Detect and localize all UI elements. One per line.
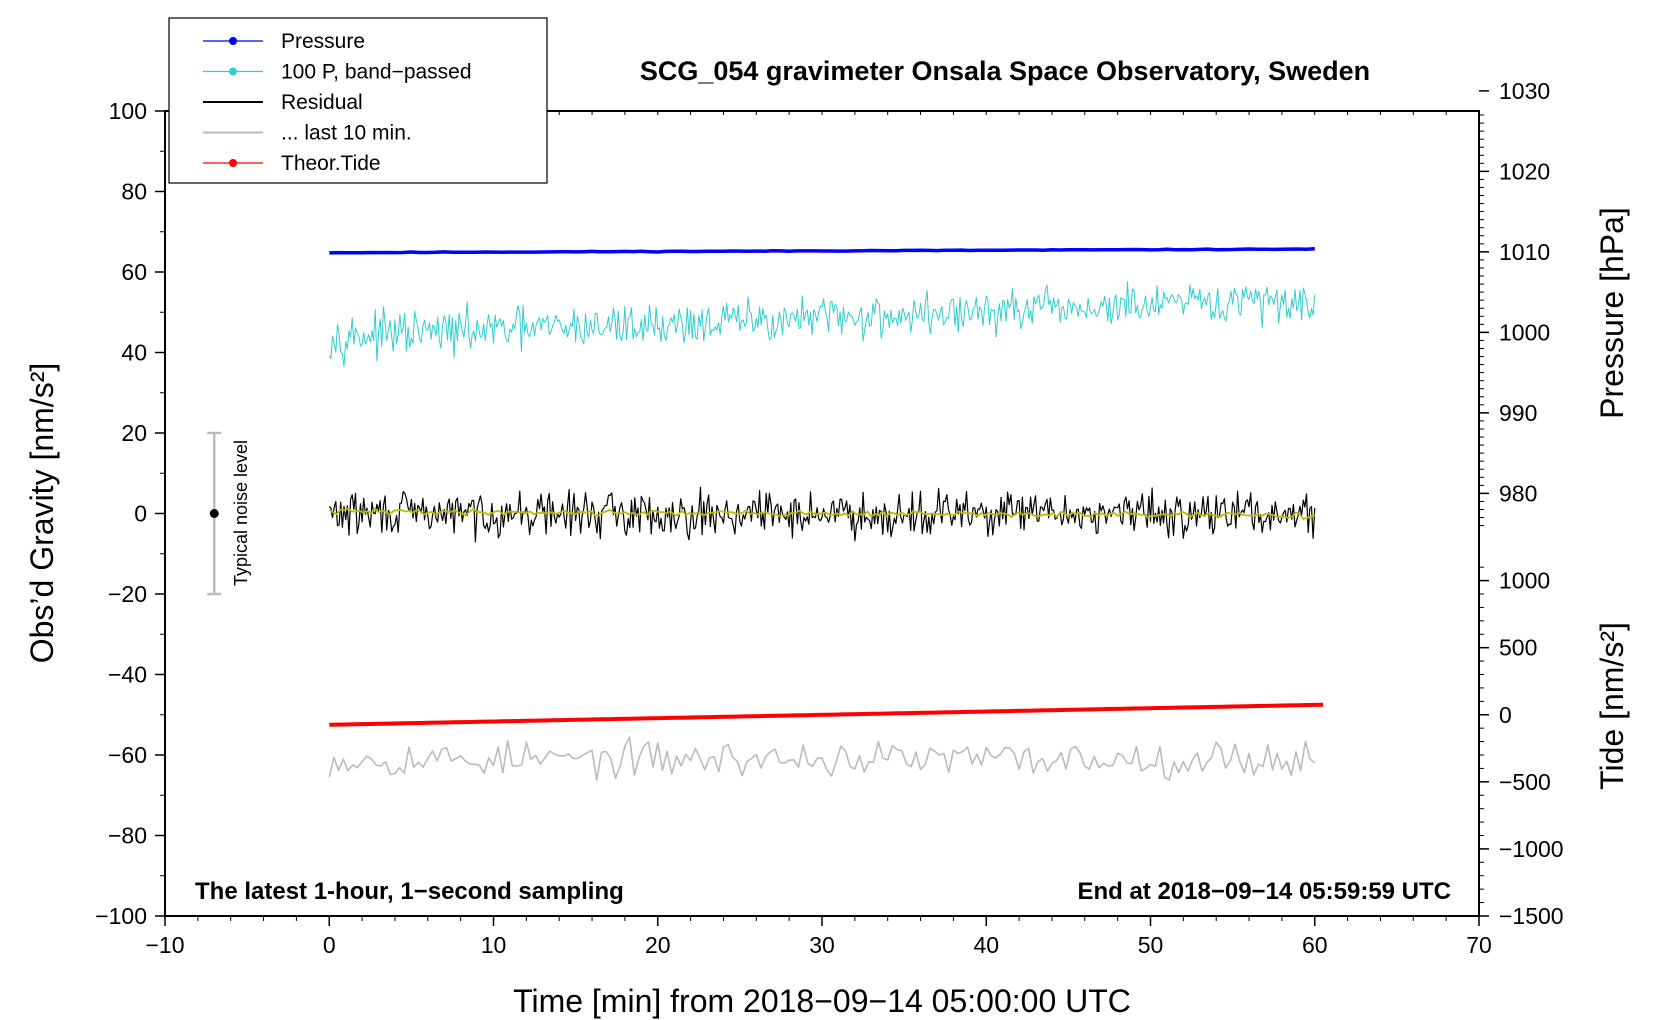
x-tick-label: 70 [1466,932,1492,958]
pressure-tick-label: 1010 [1499,239,1550,265]
x-tick-label: 40 [973,932,999,958]
x-tick-label: 20 [645,932,671,958]
legend-marker [229,159,237,167]
y-tick-label: 100 [109,98,147,124]
pressure-tick-label: 990 [1499,400,1537,426]
x-tick-label: 30 [809,932,835,958]
pressure-tick-label: 980 [1499,480,1537,506]
x-axis-title: Time [min] from 2018−09−14 05:00:00 UTC [513,983,1131,1019]
legend-label: ... last 10 min. [281,122,412,145]
legend-label: Residual [281,91,363,114]
y-axis-tide-title: Tide [nm/s²] [1594,622,1630,790]
y-tick-label: 60 [121,259,147,285]
tide-tick-label: −500 [1499,769,1551,795]
legend-marker [229,37,237,45]
legend-label: 100 P, band−passed [281,61,472,84]
y-tick-label: −40 [108,662,147,688]
noise-bar [207,431,222,596]
legend-label: Pressure [281,30,365,53]
noise-bar-label: Typical noise level [231,440,251,586]
note-right: End at 2018−09−14 05:59:59 UTC [1077,878,1451,905]
chart-title: SCG_054 gravimeter Onsala Space Observat… [640,56,1370,86]
tide-tick-label: −1000 [1499,836,1564,862]
pressure-tick-label: 1000 [1499,319,1550,345]
y-tick-label: 20 [121,420,147,446]
series-line [328,281,1316,367]
series-layer [328,246,1324,781]
x-tick-label: 0 [323,932,336,958]
series-line [328,507,1316,520]
legend-marker [229,67,237,76]
series-line [328,736,1316,781]
y-axis-left-title: Obs’d Gravity [nm/s²] [24,363,60,664]
y-tick-label: 40 [121,340,147,366]
legend: Pressure 100 P, band−passed Residual ... la… [168,17,548,184]
y-axis-pressure: 980 990 1000 1010 1020 1030 [1479,78,1550,527]
pressure-tick-label: 1030 [1499,78,1550,104]
y-tick-label: −20 [108,581,147,607]
note-left: The latest 1-hour, 1−second sampling [195,878,624,905]
x-tick-label: 60 [1302,932,1328,958]
tide-tick-label: −1500 [1499,903,1564,929]
tide-tick-label: 1000 [1499,568,1550,594]
y-tick-label: −60 [108,742,147,768]
noise-bar-center-dot [209,509,219,518]
tide-tick-label: 500 [1499,635,1537,661]
y-tick-label: −100 [95,903,147,929]
y-tick-label: −80 [108,823,147,849]
y-tick-label: 80 [121,179,147,205]
legend-label: Theor.Tide [281,152,381,175]
y-axis-tide: −1500 −1000 −500 0 500 1000 [1479,566,1564,929]
pressure-tick-label: 1020 [1499,158,1550,184]
x-tick-label: 50 [1138,932,1164,958]
y-axis-pressure-title: Pressure [hPa] [1594,207,1630,419]
series-line [328,486,1316,543]
x-tick-label: 10 [481,932,507,958]
y-tick-label: 0 [134,501,147,527]
series-line [329,246,1315,255]
tide-tick-label: 0 [1499,702,1512,728]
legend-box [168,17,548,184]
y-axis-left: −100 −80 −60 −40 −20 0 20 40 60 80 100 [95,98,165,929]
x-axis: −10 0 10 20 30 40 50 60 70 [145,111,1492,958]
series-line [329,702,1324,727]
x-tick-label: −10 [145,932,184,958]
